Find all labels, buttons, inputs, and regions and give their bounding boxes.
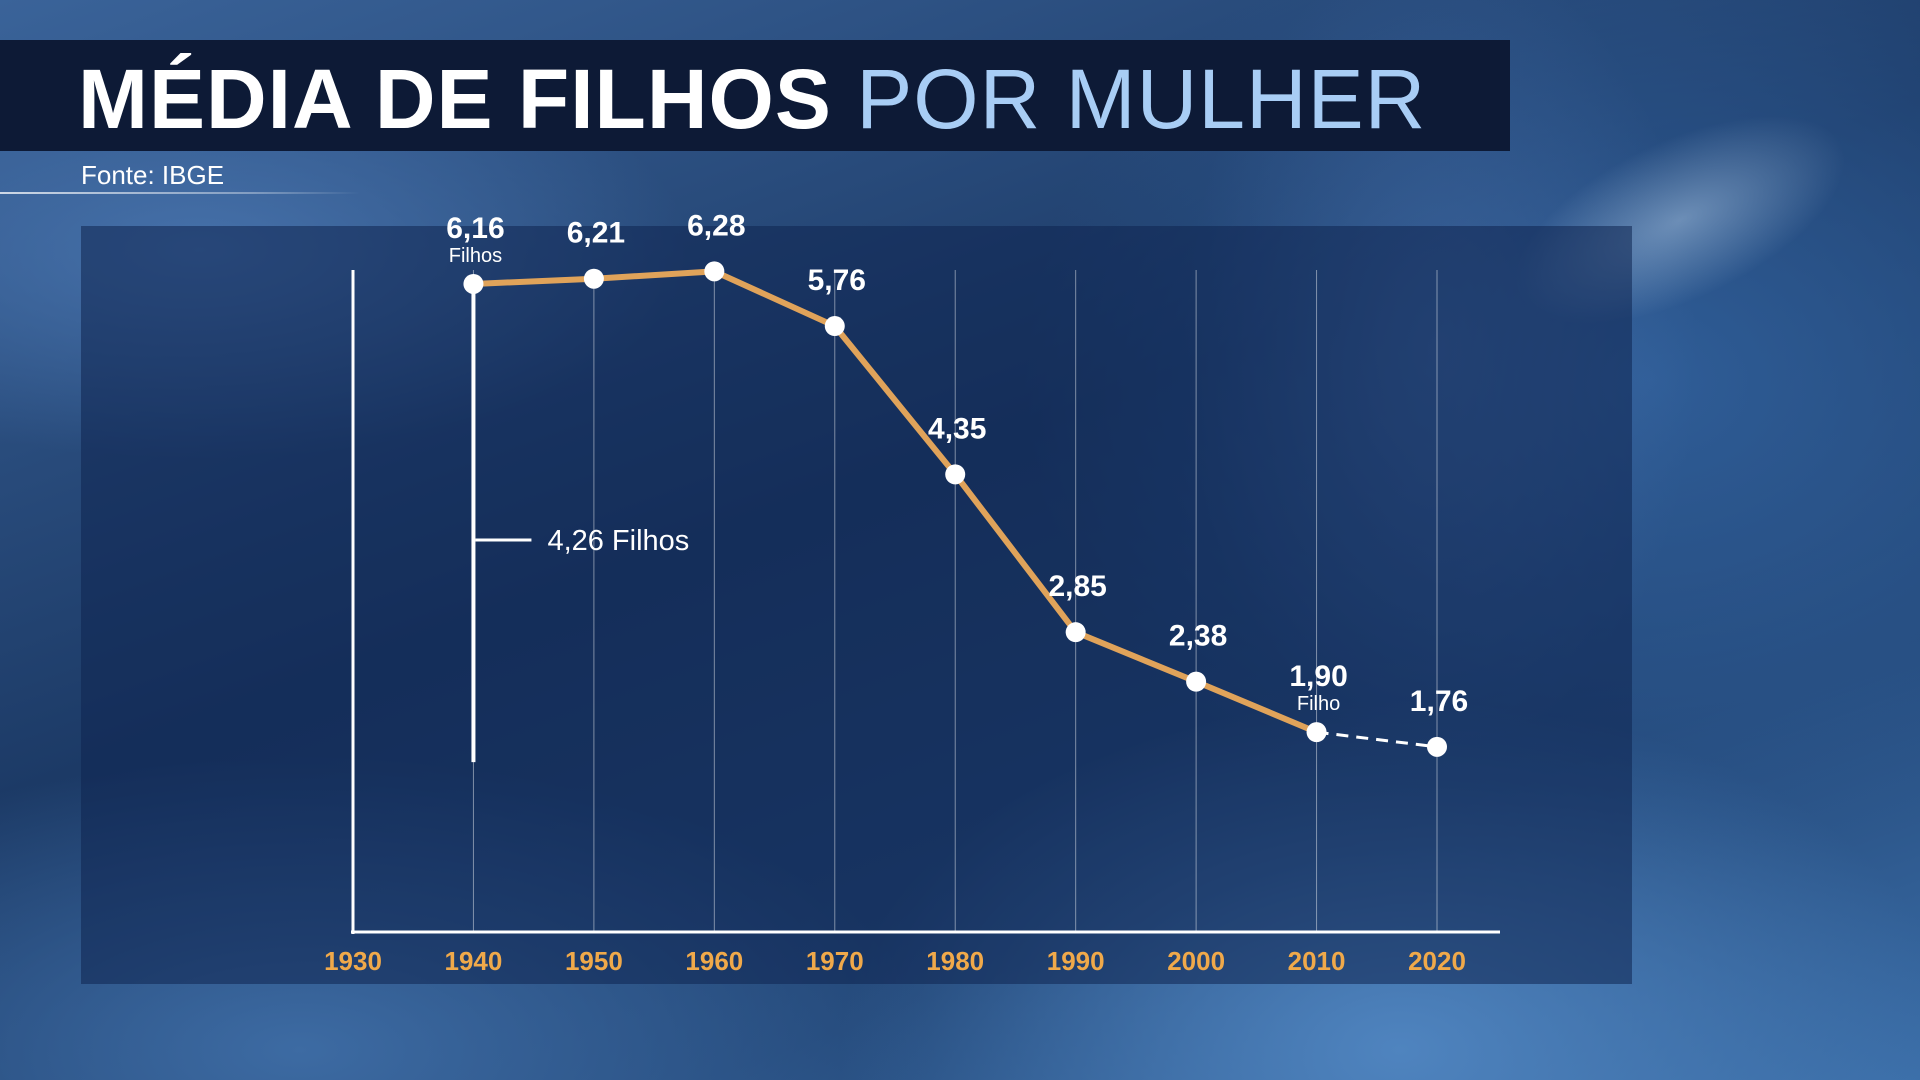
x-tick-label-1990: 1990 (1047, 946, 1105, 976)
data-label-1970: 5,76 (808, 264, 866, 297)
data-point-1950 (583, 268, 604, 289)
data-point-1960 (704, 261, 725, 282)
x-tick-label-1980: 1980 (926, 946, 984, 976)
x-tick-label-1970: 1970 (806, 946, 864, 976)
data-label-1960: 6,28 (687, 209, 745, 242)
data-label-1980: 4,35 (928, 412, 986, 445)
x-tick-label-1950: 1950 (565, 946, 623, 976)
data-point-1990 (1065, 622, 1086, 643)
data-point-1970 (824, 316, 845, 337)
data-label-2010: 1,90 (1289, 660, 1347, 693)
chart-title: MÉDIA DE FILHOS POR MULHER (78, 57, 1426, 141)
title-accent: POR MULHER (856, 52, 1427, 146)
x-tick-label-2010: 2010 (1288, 946, 1346, 976)
data-point-2020 (1427, 736, 1447, 757)
series-line (470, 268, 1320, 736)
annotation-label: 4,26 Filhos (547, 525, 689, 557)
source-label: Fonte: IBGE (81, 160, 225, 190)
data-point-2000 (1186, 671, 1207, 692)
data-label-1950: 6,21 (567, 217, 625, 250)
x-tick-label-2020: 2020 (1408, 946, 1466, 976)
x-tick-label-1930: 1930 (324, 946, 382, 976)
data-point-1980 (945, 464, 966, 485)
title-bar (0, 40, 1510, 151)
data-label-2000: 2,38 (1169, 620, 1227, 653)
data-label-1990: 2,85 (1048, 570, 1106, 603)
data-point-2010 (1306, 722, 1327, 743)
source-underline (0, 192, 360, 194)
x-tick-label-1960: 1960 (685, 946, 743, 976)
data-unit-2010: Filho (1297, 693, 1340, 715)
x-tick-label-2000: 2000 (1167, 946, 1225, 976)
data-point-1940 (463, 273, 484, 294)
x-tick-label-1940: 1940 (445, 946, 503, 976)
series-line-projection (1316, 730, 1438, 749)
data-label-2020: 1,76 (1410, 685, 1468, 718)
title-main: MÉDIA DE FILHOS (78, 52, 832, 146)
data-unit-1940: Filhos (449, 245, 502, 267)
data-label-1940: 6,16 (446, 212, 504, 245)
